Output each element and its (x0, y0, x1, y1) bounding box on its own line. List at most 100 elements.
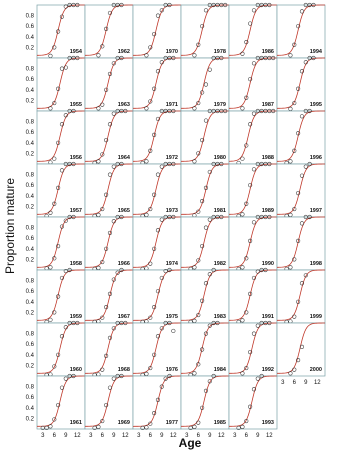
panel-1995: 1995 (276, 55, 326, 112)
observed-point (207, 272, 212, 277)
panel-1987: 1987 (228, 55, 278, 112)
observed-point (52, 417, 57, 422)
observed-point (251, 61, 257, 66)
panel-1998: 1998 (276, 214, 326, 272)
y-tick-label: 0.2 (26, 204, 35, 210)
panel-year-label: 1973 (166, 208, 178, 214)
panel-1954: 1954 (36, 2, 86, 59)
y-tick-label: 0.4 (26, 194, 35, 200)
panel-year-label: 1964 (118, 155, 131, 161)
panel-year-label: 1990 (262, 261, 274, 267)
observed-point (196, 100, 201, 106)
y-tick-label: 0.8 (26, 173, 35, 179)
observed-point (255, 269, 260, 274)
fitted-curve (36, 269, 85, 321)
observed-point (251, 331, 257, 336)
observed-point (244, 256, 249, 261)
observed-point (48, 106, 53, 111)
observed-point (292, 367, 297, 372)
panel-1969: 1969 (84, 373, 134, 431)
fitted-curve (276, 163, 326, 215)
panel-year-label: 1972 (166, 155, 178, 161)
fitted-curve (276, 4, 325, 56)
panel-1974: 1974 (132, 214, 182, 272)
observed-point (111, 111, 116, 116)
fitted-curve (276, 269, 326, 321)
fitted-curve (132, 216, 182, 268)
fitted-curve (276, 216, 325, 268)
x-tick-label: 12 (170, 433, 177, 439)
observed-point (251, 387, 257, 392)
observed-point (152, 352, 157, 357)
observed-point (196, 258, 201, 263)
observed-point (299, 69, 305, 74)
observed-point (96, 424, 101, 429)
panel-year-label: 1982 (214, 261, 226, 267)
observed-point (303, 60, 308, 65)
panel-frame (84, 322, 134, 377)
panel-1965: 1965 (84, 161, 134, 219)
observed-point (59, 224, 65, 229)
panel-1973: 1973 (132, 161, 182, 219)
y-tick-label: 0.6 (26, 236, 35, 242)
x-tick-label: 6 (101, 433, 105, 439)
fitted-curve (36, 375, 86, 427)
observed-point (148, 261, 153, 266)
observed-point (200, 298, 205, 303)
panel-1958: 1958 (36, 214, 86, 271)
panel-frame (276, 216, 326, 271)
fitted-curve (228, 163, 277, 215)
observed-point (200, 90, 205, 95)
panel-year-label: 2000 (310, 367, 322, 373)
observed-point (200, 199, 205, 204)
observed-point (167, 320, 172, 326)
observed-point (63, 268, 68, 274)
observed-point (71, 108, 76, 114)
observed-point (251, 167, 257, 172)
fitted-curve (84, 322, 134, 374)
observed-point (159, 164, 164, 169)
fitted-curve (180, 269, 230, 321)
panel-1962: 1962 (84, 2, 134, 59)
observed-point (100, 152, 105, 157)
panel-1989: 1989 (228, 161, 278, 219)
observed-point (119, 214, 124, 220)
observed-point (207, 67, 212, 72)
y-tick-label: 0.8 (26, 67, 35, 73)
observed-point (215, 320, 220, 326)
observed-point (56, 403, 61, 408)
panel-frame (132, 322, 182, 377)
y-axis-tick-labels: 0.2 0.4 0.6 0.8 0.2 0.4 0.6 0.8 0.2 0.4 0.6 0.8 0.2 0… (26, 14, 35, 423)
x-tick-label: 3 (41, 433, 45, 439)
panel-frame (36, 4, 86, 59)
observed-point (248, 183, 253, 188)
fitted-curve (180, 216, 230, 268)
observed-point (159, 326, 164, 331)
panel-frame (36, 216, 86, 271)
panel-frame (228, 269, 278, 324)
panel-frame (228, 57, 278, 112)
panel-frame (84, 216, 134, 271)
fitted-curve (84, 216, 134, 268)
observed-point (267, 161, 272, 167)
observed-point (200, 24, 205, 29)
observed-point (307, 161, 312, 167)
observed-point (52, 364, 57, 369)
fitted-curve (132, 4, 182, 56)
observed-point (59, 122, 65, 127)
panel-frame (276, 110, 326, 165)
observed-point (56, 244, 61, 249)
observed-point (107, 71, 113, 76)
x-tick-label: 12 (122, 433, 129, 439)
observed-point (107, 385, 113, 390)
x-axis-label: Age (179, 436, 202, 450)
fitted-curve (132, 110, 181, 162)
observed-point (244, 201, 249, 206)
fitted-curve (84, 375, 134, 427)
observed-point (159, 384, 164, 389)
panel-frame (276, 57, 326, 112)
y-tick-label: 0.2 (26, 45, 35, 51)
observed-point (203, 8, 209, 13)
observed-point (240, 318, 245, 323)
observed-point (203, 185, 209, 190)
